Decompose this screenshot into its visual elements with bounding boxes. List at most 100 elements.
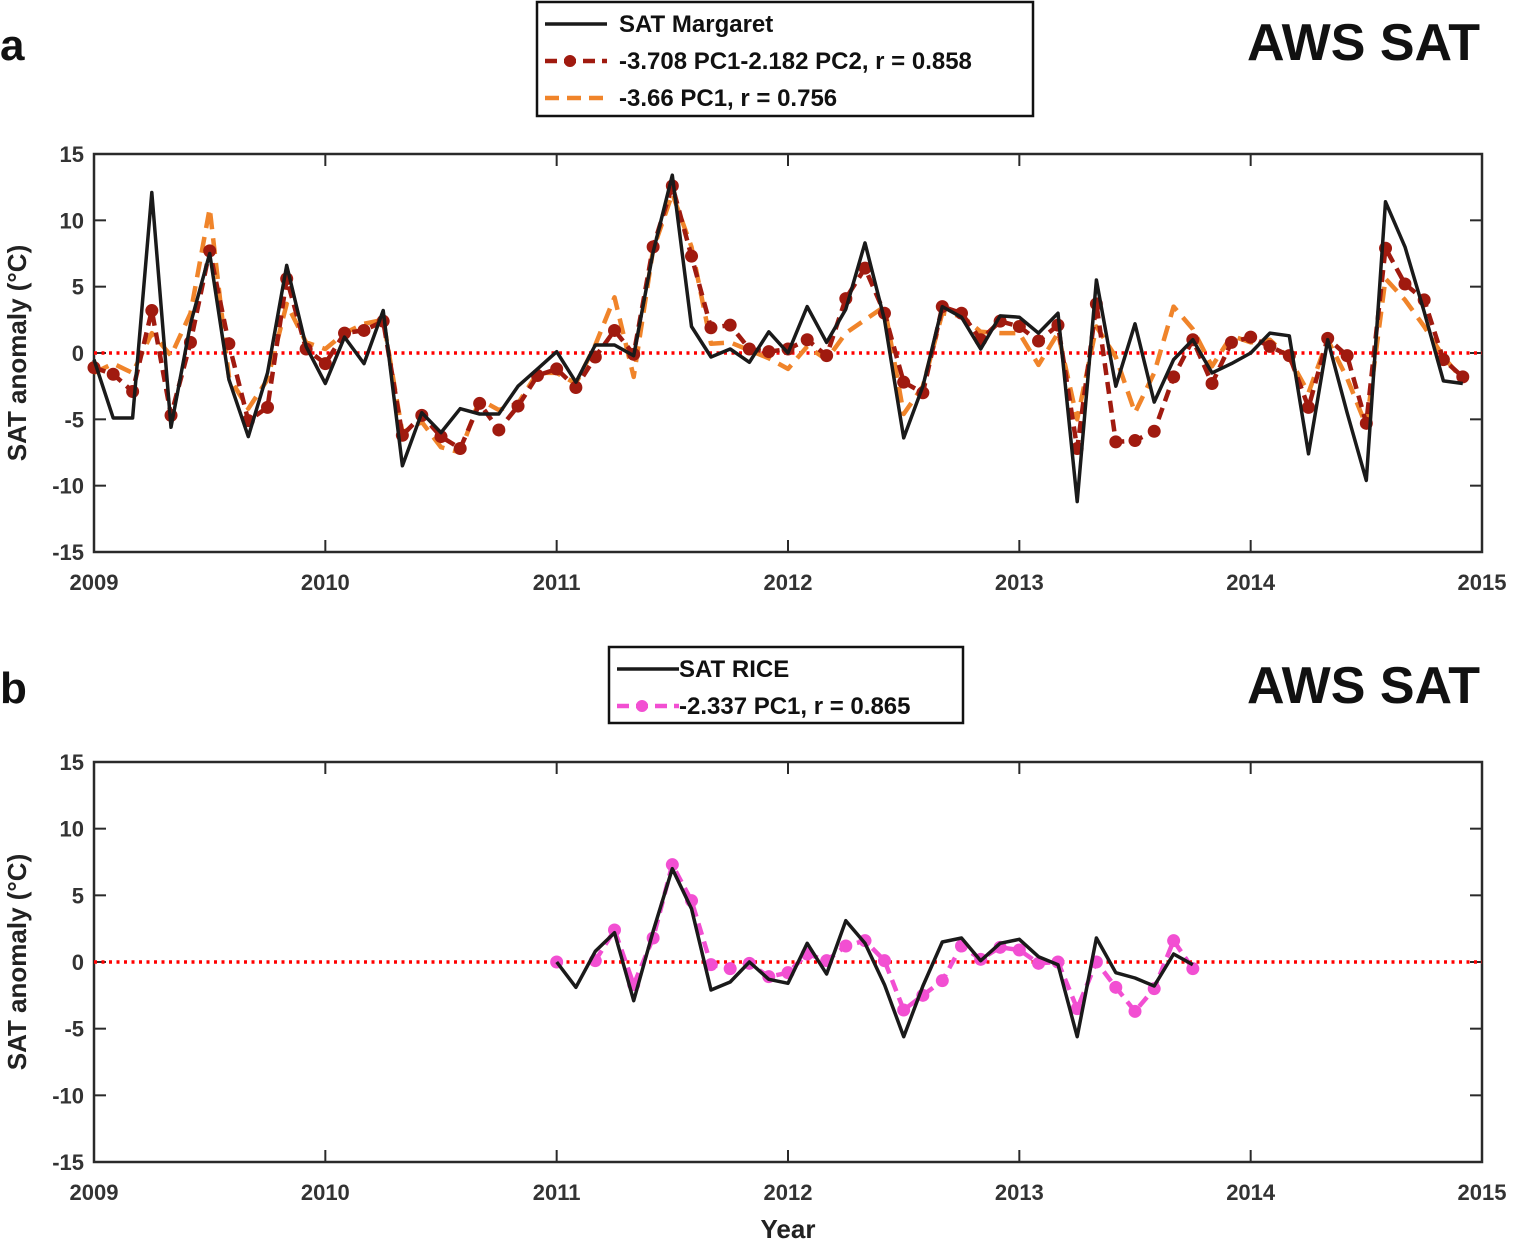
data-point-1	[1398, 277, 1412, 291]
data-point-1	[897, 1003, 911, 1017]
data-point-1	[261, 400, 274, 414]
y-tick-label: -15	[52, 1150, 84, 1175]
y-tick-label: -5	[64, 407, 84, 432]
data-point-1	[608, 323, 621, 337]
panel-a: a AWS SAT -15 -10 -5 0 5 10 15 2009 2010 2011 2012 20…	[0, 0, 1507, 595]
data-point-1	[1032, 956, 1046, 970]
data-point-1	[1051, 955, 1065, 969]
data-point-1	[1167, 934, 1181, 948]
data-point-1	[106, 367, 120, 381]
legend-marker	[564, 55, 576, 67]
data-point-1	[704, 321, 718, 335]
data-point-1	[858, 261, 872, 275]
panel-b: b AWS SAT -15 -10 -5 0 5 10 15 2009 2010 2011 2012 20…	[0, 645, 1507, 1242]
data-point-1	[1109, 435, 1123, 449]
y-tick-label: -10	[52, 474, 84, 499]
x-tick-label: 2015	[1458, 1180, 1507, 1205]
data-point-1	[608, 923, 621, 937]
x-tick-label: 2015	[1458, 570, 1507, 595]
y-tick-label: 10	[60, 817, 84, 842]
data-point-1	[839, 939, 853, 953]
x-tick-label: 2009	[70, 1180, 119, 1205]
x-tick-label: 2011	[533, 570, 581, 595]
x-axis-label: Year	[761, 1214, 816, 1242]
panel-title: AWS SAT	[1247, 657, 1480, 715]
legend-label: -3.708 PC1-2.182 PC2, r = 0.858	[619, 48, 972, 75]
y-tick-label: 0	[72, 950, 84, 975]
data-point-1	[357, 323, 371, 337]
legend-label: SAT Margaret	[619, 11, 773, 38]
y-axis-label: SAT anomaly (°C)	[2, 245, 32, 462]
legend-marker	[636, 700, 648, 712]
data-point-1	[723, 318, 737, 332]
legend-label: -2.337 PC1, r = 0.865	[679, 693, 911, 720]
data-point-1	[1128, 1004, 1142, 1018]
data-point-1	[145, 304, 159, 318]
x-tick-label: 2013	[995, 570, 1044, 595]
data-point-1	[1012, 943, 1026, 957]
data-point-1	[935, 974, 949, 988]
x-tick-label: 2011	[533, 1180, 581, 1205]
legend-label: -3.66 PC1, r = 0.756	[619, 85, 837, 112]
data-point-1	[492, 423, 506, 437]
series-line-0	[555, 866, 1194, 1039]
data-point-1	[704, 958, 718, 972]
data-point-1	[1244, 330, 1258, 344]
data-point-1	[511, 399, 525, 413]
data-point-1	[1167, 370, 1181, 384]
data-point-1	[1456, 370, 1470, 384]
x-tick-label: 2014	[1226, 570, 1276, 595]
y-tick-label: 10	[60, 208, 84, 233]
data-point-1	[569, 380, 583, 394]
data-point-1	[1186, 962, 1200, 976]
data-point-1	[742, 342, 756, 356]
data-point-1	[665, 858, 679, 872]
data-point-1	[685, 249, 699, 263]
data-point-1	[1205, 377, 1219, 391]
data-point-1	[723, 962, 737, 976]
series-line-0	[92, 173, 1464, 504]
y-tick-label: -10	[52, 1083, 84, 1108]
data-point-1	[762, 345, 776, 359]
data-point-1	[1012, 319, 1026, 333]
data-point-1	[473, 396, 487, 410]
data-point-1	[1263, 339, 1277, 353]
data-point-1	[1128, 434, 1142, 448]
panel-letter: a	[0, 21, 25, 70]
x-tick-label: 2014	[1226, 1180, 1276, 1205]
data-point-1	[453, 442, 467, 456]
y-tick-label: 5	[72, 275, 84, 300]
data-point-1	[820, 349, 834, 363]
data-point-1	[318, 357, 332, 371]
data-point-1	[1302, 400, 1315, 414]
data-point-1	[550, 362, 564, 376]
data-point-1	[126, 384, 140, 398]
data-point-1	[1147, 424, 1161, 438]
legend-label: SAT RICE	[679, 656, 789, 683]
series-line-1	[593, 862, 1195, 1014]
data-point-1	[203, 244, 217, 258]
x-tick-label: 2012	[764, 1180, 813, 1205]
data-point-1	[800, 333, 814, 347]
data-point-1	[338, 326, 352, 340]
data-point-1	[877, 954, 891, 968]
x-tick-label: 2010	[301, 1180, 350, 1205]
data-point-1	[1032, 334, 1046, 348]
panel-letter: b	[0, 664, 27, 713]
x-tick-label: 2013	[995, 1180, 1044, 1205]
y-tick-label: 15	[60, 750, 84, 775]
legend-box	[535, 0, 1035, 118]
data-point-1	[1109, 980, 1123, 994]
data-point-1	[434, 430, 448, 444]
y-tick-label: -15	[52, 540, 84, 565]
x-tick-label: 2009	[70, 570, 119, 595]
y-tick-label: 0	[72, 341, 84, 366]
data-point-1	[1340, 349, 1354, 363]
panel-title: AWS SAT	[1247, 14, 1480, 72]
legend-box	[607, 645, 965, 725]
data-point-1	[1224, 335, 1238, 349]
data-point-1	[897, 375, 911, 389]
y-tick-label: 15	[60, 142, 84, 167]
y-tick-label: -5	[64, 1017, 84, 1042]
